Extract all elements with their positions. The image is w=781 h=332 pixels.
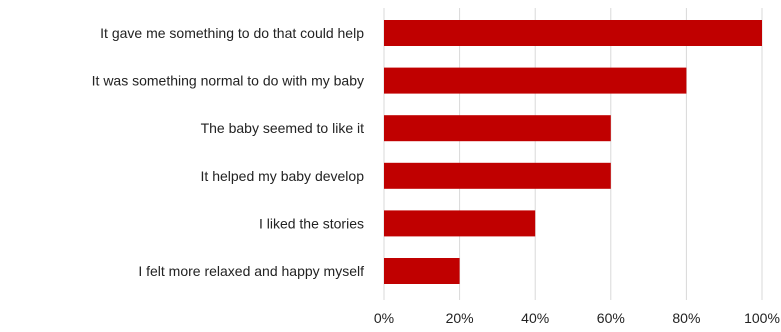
x-tick-label-60: 60%	[597, 310, 625, 326]
x-tick-label-100: 100%	[744, 310, 780, 326]
bar-group	[384, 20, 762, 284]
x-tick-label-80: 80%	[672, 310, 700, 326]
bar-6	[384, 258, 460, 284]
category-label-6: I felt more relaxed and happy myself	[138, 263, 364, 279]
category-labels: It gave me something to do that could he…	[92, 25, 365, 279]
category-label-2: It was something normal to do with my ba…	[92, 73, 364, 89]
bar-1	[384, 20, 762, 46]
x-axis-tick-labels: 0% 20% 40% 60% 80% 100%	[374, 310, 780, 326]
grid-lines	[383, 8, 763, 300]
category-label-3: The baby seemed to like it	[201, 120, 365, 136]
bar-4	[384, 162, 611, 189]
category-label-1: It gave me something to do that could he…	[100, 25, 364, 41]
bar-3	[384, 115, 611, 142]
x-tick-label-40: 40%	[521, 310, 549, 326]
bar-2	[384, 67, 687, 94]
category-label-4: It helped my baby develop	[201, 168, 365, 184]
x-tick-label-0: 0%	[374, 310, 394, 326]
category-label-5: I liked the stories	[259, 215, 364, 231]
bar-5	[384, 210, 536, 237]
x-tick-label-20: 20%	[446, 310, 474, 326]
